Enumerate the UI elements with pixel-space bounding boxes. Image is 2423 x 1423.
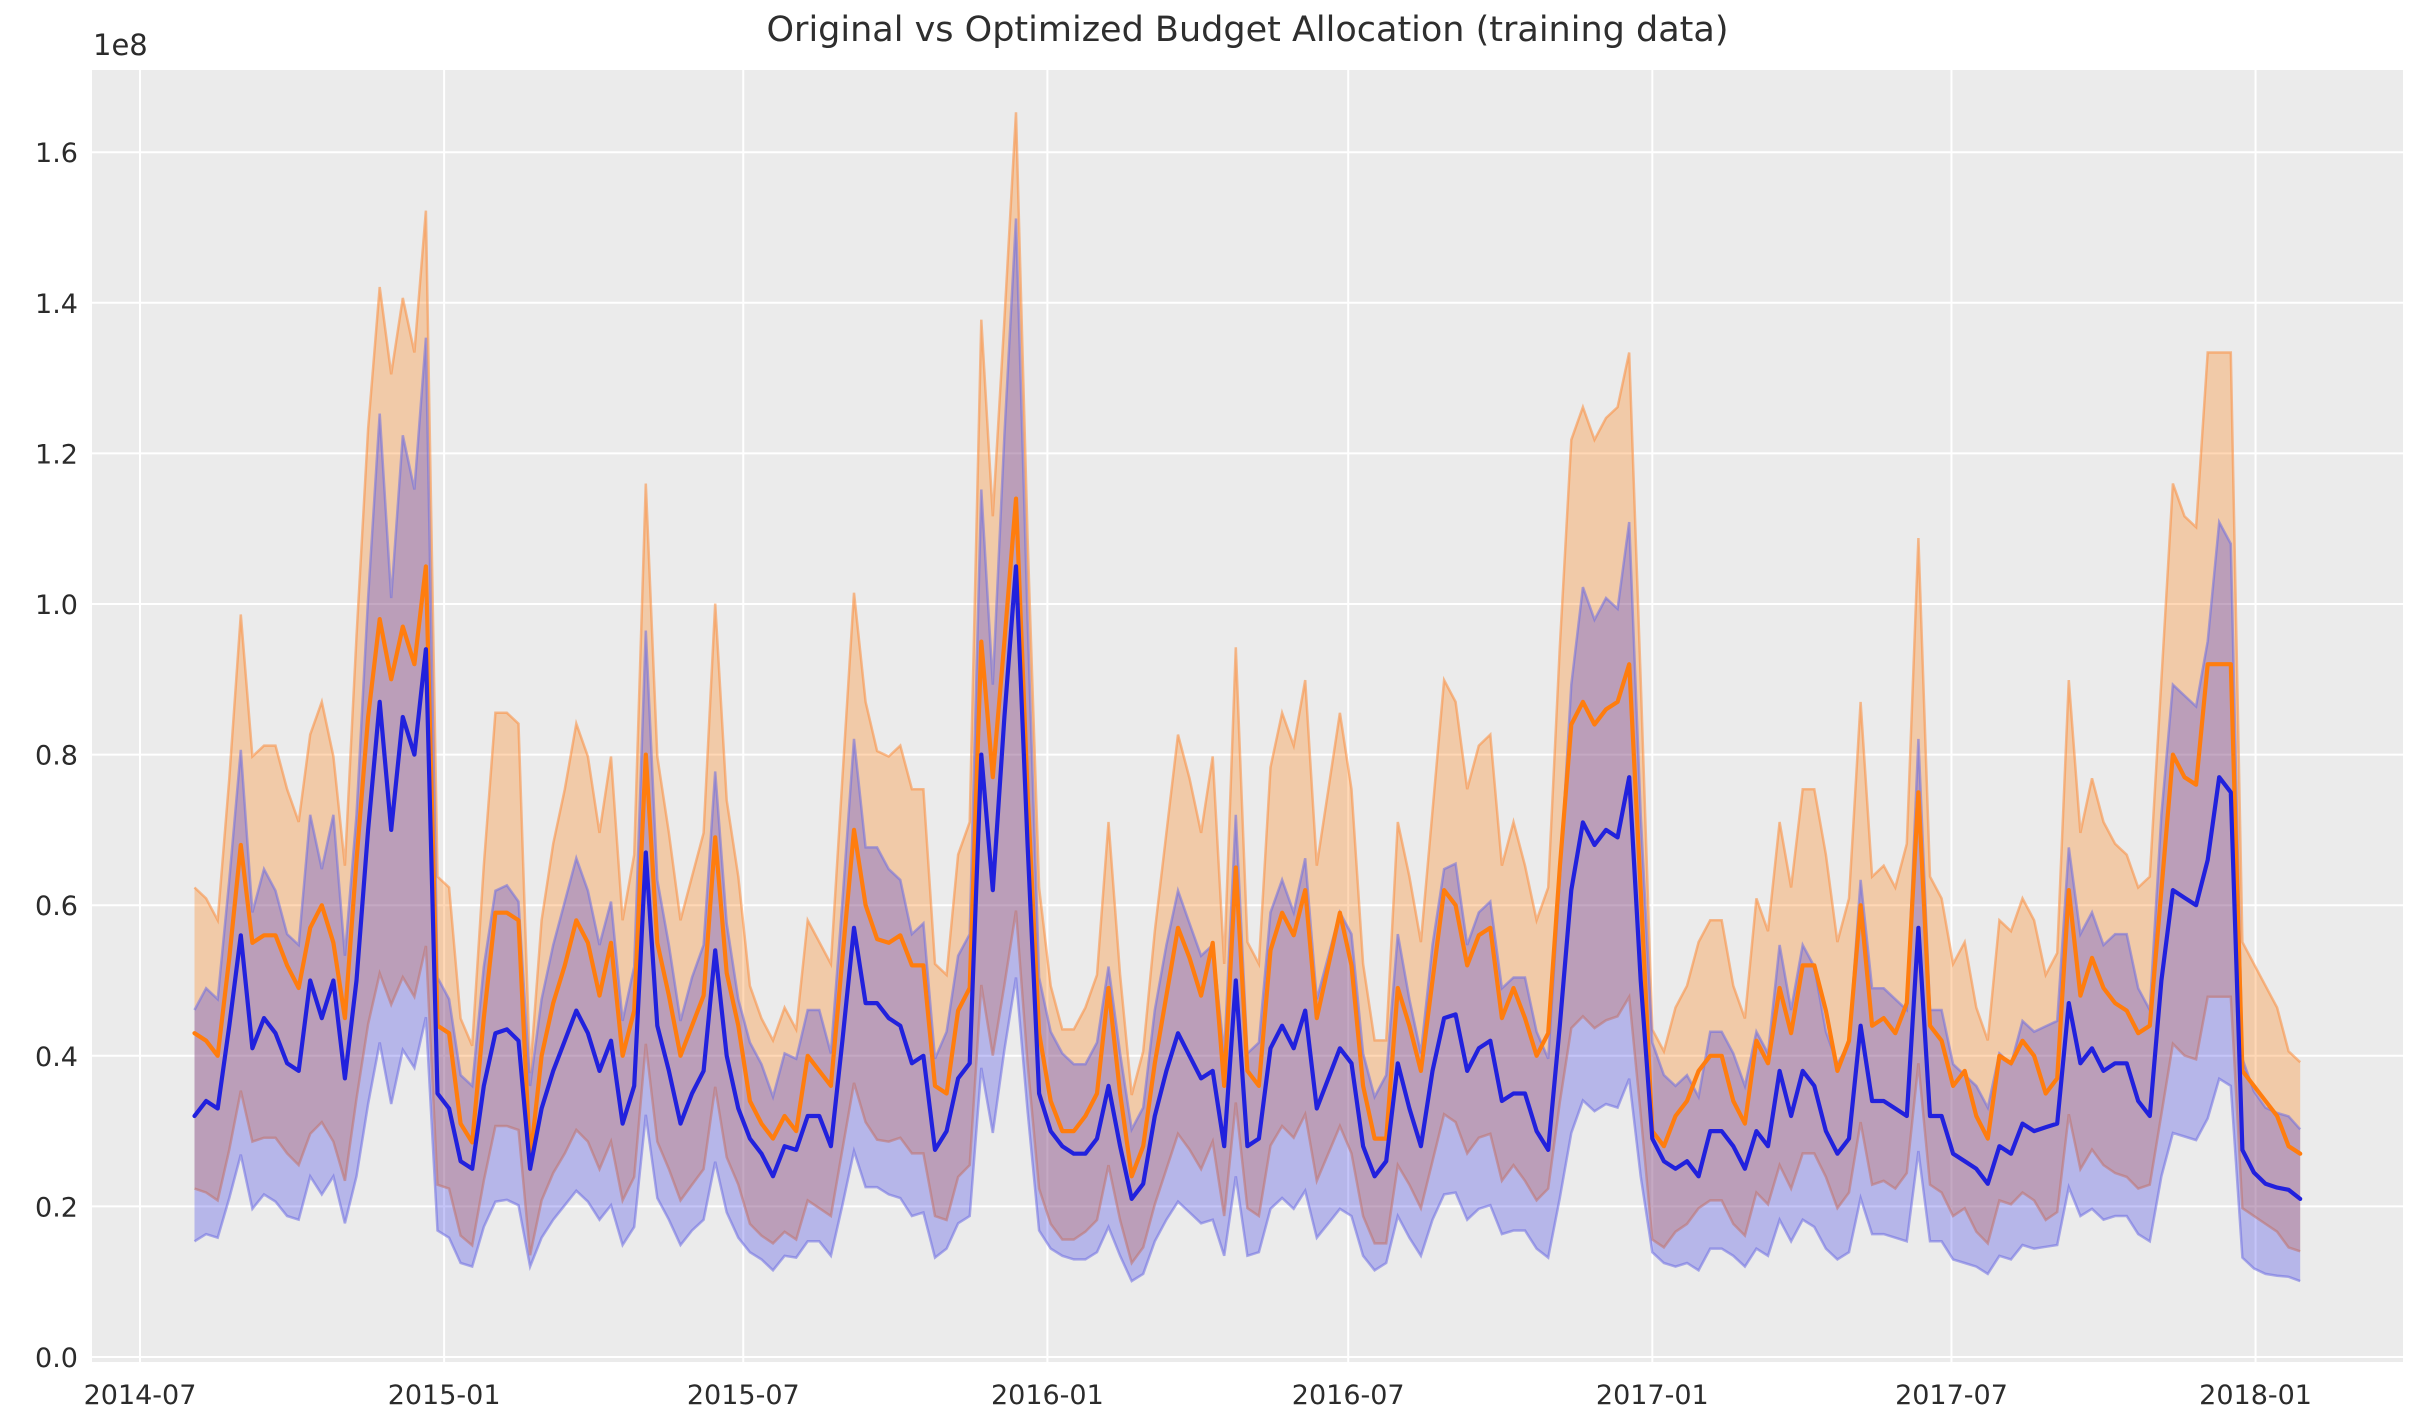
x-tick-label: 2014-07 bbox=[84, 1380, 197, 1411]
y-tick-label: 0.2 bbox=[35, 1192, 78, 1223]
x-tick-label: 2016-07 bbox=[1292, 1380, 1405, 1411]
x-tick-label: 2015-07 bbox=[687, 1380, 800, 1411]
series_blue-line bbox=[192, 564, 2303, 1202]
y-tick-label: 0.6 bbox=[35, 891, 78, 922]
y-tick-label: 0.0 bbox=[35, 1343, 78, 1374]
x-tick-label: 2016-01 bbox=[991, 1380, 1104, 1411]
y-tick-label: 1.6 bbox=[35, 138, 78, 169]
series_blue-band-lower-edge bbox=[193, 977, 2301, 1283]
series_orange-band-lower-edge bbox=[194, 910, 2301, 1266]
x-tick-label: 2015-01 bbox=[388, 1380, 501, 1411]
x-tick-label: 2018-01 bbox=[2199, 1380, 2312, 1411]
y-axis-offset-label: 1e8 bbox=[93, 28, 148, 62]
y-tick-label: 0.8 bbox=[35, 741, 78, 772]
y-tick-label: 1.0 bbox=[35, 590, 78, 621]
y-tick-label: 0.4 bbox=[35, 1042, 78, 1073]
chart-title: Original vs Optimized Budget Allocation … bbox=[766, 10, 1729, 50]
x-tick-label: 2017-01 bbox=[1596, 1380, 1709, 1411]
series_orange-band-upper-edge bbox=[193, 112, 2302, 1096]
y-tick-label: 1.2 bbox=[35, 439, 78, 470]
series_orange-line bbox=[192, 496, 2303, 1179]
series_orange-band bbox=[194, 112, 2301, 1263]
y-tick-label: 1.4 bbox=[35, 289, 78, 320]
x-tick-label: 2017-07 bbox=[1895, 1380, 2008, 1411]
